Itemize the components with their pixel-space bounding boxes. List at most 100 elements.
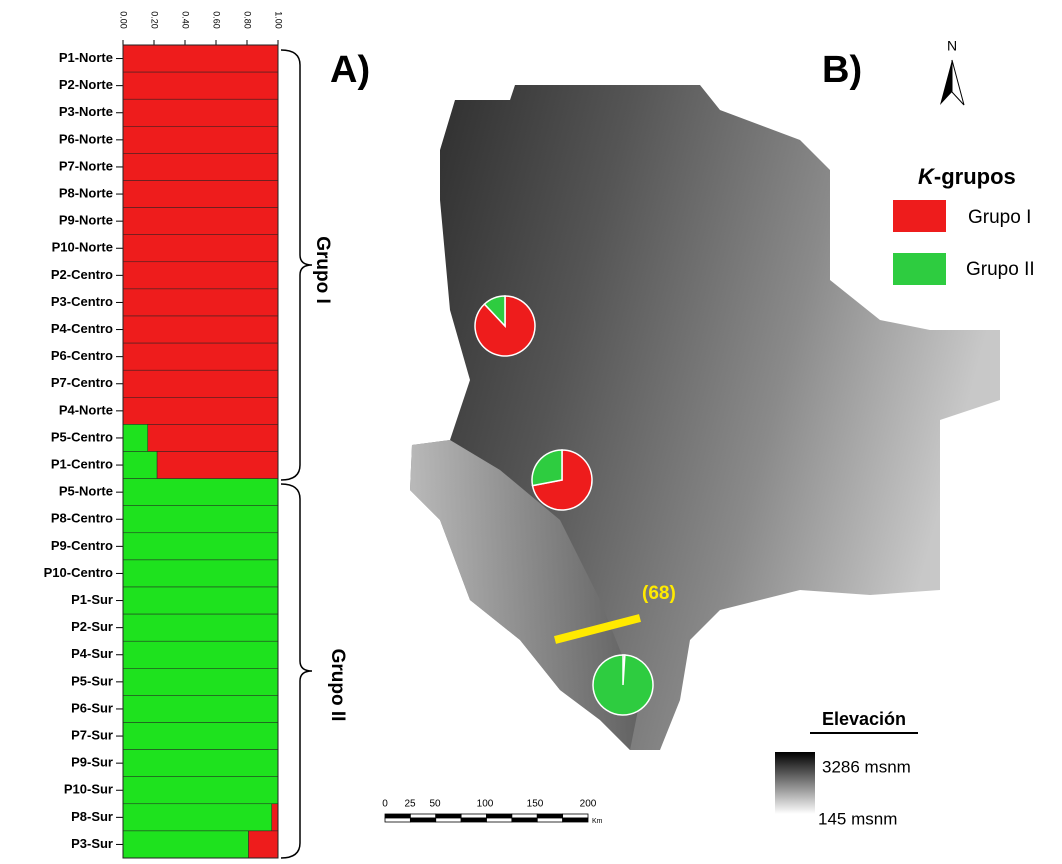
bar-segment (122, 722, 279, 750)
bar-segment (122, 98, 279, 127)
row-label: P7-Norte (59, 158, 113, 173)
scale-bar-cell (536, 817, 564, 823)
bar-segment (122, 234, 279, 263)
bar-segment (122, 478, 279, 506)
scale-bar-cell (409, 817, 437, 823)
row-label: P10-Centro (44, 565, 113, 580)
panel-label: B) (822, 49, 862, 91)
bar-segment (122, 532, 279, 561)
group-brace (280, 49, 313, 481)
bar-segment (122, 153, 279, 181)
pie-slice (592, 654, 654, 716)
row-label: P2-Sur (71, 619, 113, 634)
row-label: P5-Sur (71, 673, 113, 688)
bar-segment (147, 424, 279, 452)
bar-segment (122, 830, 249, 859)
scale-label: 0 (382, 799, 388, 810)
scale-unit: Km (592, 818, 603, 825)
legend-label: Grupo II (966, 259, 1035, 280)
row-label: P3-Centro (51, 294, 113, 309)
scale-bar-cell (409, 813, 437, 819)
elevation-max: 3286 msnm (822, 757, 911, 776)
x-tick-label: 0.80 (243, 11, 253, 29)
row-label: P8-Sur (71, 809, 113, 824)
row-label: P1-Norte (59, 50, 113, 65)
x-tick-label: 0.00 (119, 11, 129, 29)
elevation-ramp (775, 752, 815, 814)
pie-slice (531, 449, 563, 487)
structure-plot: 0.00 0.20 0.40 0.60 0.80 1.00 P1-Norte P2-Norte… (44, 11, 370, 859)
bar-segment (122, 397, 279, 425)
row-label: P10-Norte (52, 240, 113, 255)
bar-segment (122, 613, 279, 642)
bar-segment (122, 180, 279, 208)
legend-swatch (893, 200, 946, 232)
scale-bar-cell (384, 817, 411, 823)
legend-swatch (893, 253, 946, 285)
row-label: P6-Centro (51, 348, 113, 363)
legend-title-k: K (918, 164, 936, 189)
row-label: P4-Sur (71, 646, 113, 661)
row-label: P5-Norte (59, 484, 113, 499)
row-label: P1-Centro (51, 456, 113, 471)
bar-segment (122, 315, 279, 344)
row-label: P3-Norte (59, 104, 113, 119)
scale-label: 100 (477, 799, 494, 810)
scale-bar-cell (511, 817, 538, 823)
bar-segment (122, 369, 279, 398)
row-label: P9-Norte (59, 213, 113, 228)
x-tick-label: 1.00 (274, 11, 284, 29)
group-brace (280, 483, 313, 859)
row-label: P4-Centro (51, 321, 113, 336)
row-label: P7-Centro (51, 375, 113, 390)
row-label: P9-Centro (51, 538, 113, 553)
group-label: Grupo I (312, 236, 333, 304)
elevation-title: Elevación (822, 709, 906, 729)
row-label: P8-Centro (51, 511, 113, 526)
row-label: P6-Sur (71, 700, 113, 715)
bar-segment (271, 803, 279, 832)
scale-bar-cell (511, 813, 538, 819)
bar-segment (122, 261, 279, 290)
bar-segment (122, 559, 279, 588)
row-label: P2-Norte (59, 77, 113, 92)
state-outline (410, 85, 1000, 750)
scale-bar-cell (384, 813, 411, 819)
scale-bar-cell (435, 813, 462, 819)
bar-segment (122, 451, 158, 479)
north-label: N (947, 38, 957, 54)
bar-segment (122, 288, 279, 317)
map-panel: Grupo I Grupo II K-grupos B) N (68) Elevación 3… (382, 38, 1034, 829)
scale-bar-cell (562, 813, 589, 819)
barrier-line (553, 614, 642, 644)
scale-bar-cell (562, 817, 589, 823)
scale-label: 200 (580, 799, 597, 810)
row-label: P1-Sur (71, 592, 113, 607)
scale-label: 150 (527, 799, 544, 810)
north-arrow-half (951, 59, 965, 106)
sierra-relief (410, 440, 640, 750)
bar-segment (122, 640, 279, 669)
scale-bar-cell (435, 817, 462, 823)
plot-frame (122, 44, 279, 859)
bar-segment (122, 586, 279, 615)
row-label: P4-Norte (59, 402, 113, 417)
bar-segment (122, 207, 279, 235)
row-label: P6-Norte (59, 131, 113, 146)
row-label: P3-Sur (71, 836, 113, 851)
legend-title: K-grupos (918, 164, 1016, 189)
x-tick-label: 0.20 (150, 11, 160, 29)
scale-bar-cell (486, 813, 513, 819)
bar-segment (122, 71, 279, 100)
legend-title-rest: -grupos (934, 164, 1016, 189)
bar-segment (122, 424, 149, 452)
scale-bar-cell (486, 817, 513, 823)
bar-segment (122, 505, 279, 534)
bar-segment (122, 749, 279, 777)
legend-label: Grupo I (968, 207, 1031, 228)
x-tick-label: 0.60 (212, 11, 222, 29)
row-label: P10-Sur (64, 782, 113, 797)
bar-segment (122, 668, 279, 696)
scale-label: 50 (429, 799, 441, 810)
